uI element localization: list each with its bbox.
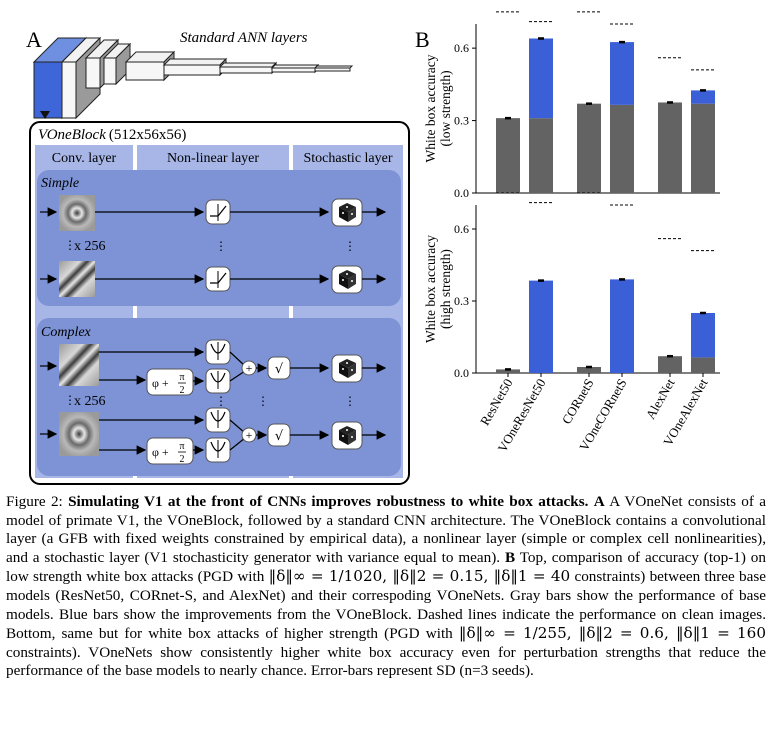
filter-count: x 256	[74, 394, 106, 409]
simple-pathway: ⋮ x 256 ⋮ ⋮	[40, 195, 387, 297]
bar-improvement	[610, 279, 634, 373]
caption-a-text: A VOneNet consists of a model of primate…	[6, 493, 767, 566]
y-tick-label: 0.0	[454, 186, 469, 200]
phase-shift-box	[146, 368, 194, 396]
caption-norms-high: ‖δ‖∞ = 1/255, ‖δ‖2 = 0.6, ‖δ‖1 = 160	[458, 624, 767, 643]
caption-a-marker: A	[593, 493, 605, 510]
svg-text:φ +: φ +	[152, 445, 169, 459]
bar-base	[496, 118, 520, 193]
panel-a-diagram: A Standard ANN layers VOneBlock	[26, 27, 410, 485]
caption-title: Simulating V1 at the front of CNNs impro…	[68, 493, 589, 510]
voneblock-title: VOneBlock (512x56x56)	[38, 127, 186, 143]
y-tick-label: 0.6	[454, 222, 469, 236]
bar-improvement	[529, 38, 553, 119]
panel-a-letter: A	[26, 27, 42, 52]
phase-shift-box	[146, 437, 194, 465]
caption-b-text3: constraints). VOneNets show consistently…	[6, 643, 766, 680]
caption-fig-label: Figure 2:	[6, 493, 63, 510]
simple-label: Simple	[41, 176, 79, 191]
caption-b-text1: Top, comparison of accuracy (top-1) on l…	[6, 548, 766, 586]
svg-text:√: √	[275, 429, 284, 444]
bar-improvement	[610, 42, 634, 105]
bar-improvement	[529, 280, 553, 373]
col-header-conv: Conv. layer	[52, 151, 117, 166]
y-tick-label: 0.3	[454, 114, 469, 128]
bar-improvement	[691, 313, 715, 358]
complex-pathway: φ + π 2 + √ ⋮ x 256 ⋮ ⋮ ⋮	[40, 339, 387, 465]
bar-base	[529, 118, 553, 193]
col-header-stochastic: Stochastic layer	[303, 151, 392, 166]
figure-caption: Figure 2: Simulating V1 at the front of …	[6, 493, 766, 681]
col-header-nonlinear: Non-linear layer	[167, 151, 259, 166]
caption-b-text2: constraints) between three base models (…	[6, 568, 767, 643]
svg-text:⋮: ⋮	[64, 393, 76, 407]
pointer-arrow	[40, 111, 50, 119]
svg-text:⋮: ⋮	[344, 394, 356, 408]
y-tick-label: 0.3	[454, 294, 469, 308]
svg-text:⋮: ⋮	[64, 238, 76, 252]
bar-base	[496, 369, 520, 373]
svg-text:⋮: ⋮	[344, 239, 356, 253]
y-tick-label: 0.0	[454, 366, 469, 380]
svg-text:⋮: ⋮	[215, 394, 227, 408]
ann-layers-label: Standard ANN layers	[180, 30, 308, 46]
svg-text:π: π	[179, 372, 184, 383]
x-tick-label: AlexNet	[643, 376, 678, 422]
simple-row	[37, 170, 401, 306]
ann-layer-stack	[32, 36, 354, 120]
complex-row	[37, 318, 401, 476]
svg-text:⋮: ⋮	[257, 394, 269, 408]
bar-base	[577, 103, 601, 193]
svg-text:+: +	[246, 361, 253, 375]
gabor-filter-icon	[59, 344, 99, 386]
gabor-filter-icon	[59, 261, 95, 297]
svg-text:√: √	[275, 362, 284, 377]
gabor-filter-icon	[59, 412, 99, 456]
y-axis-label: White box accuracy(low strength)	[423, 54, 453, 162]
caption-b-marker: B	[504, 548, 516, 566]
svg-text:⋮: ⋮	[215, 239, 227, 253]
bar-base	[658, 356, 682, 373]
y-tick-label: 0.6	[454, 41, 469, 55]
bar-base	[691, 357, 715, 373]
gabor-filter-icon	[59, 195, 95, 231]
svg-text:2: 2	[180, 454, 185, 465]
svg-text:π: π	[179, 441, 184, 452]
y-axis-label: White box accuracy(high strength)	[423, 235, 453, 343]
bar-base	[577, 367, 601, 373]
svg-text:2: 2	[180, 385, 185, 396]
filter-count: x 256	[74, 239, 106, 254]
panel-b-letter: B	[415, 27, 430, 52]
bar-base	[691, 103, 715, 193]
svg-text:+: +	[246, 428, 253, 442]
bar-improvement	[691, 90, 715, 104]
bar-base	[658, 102, 682, 193]
bar-base	[610, 104, 634, 193]
caption-norms-low: ‖δ‖∞ = 1/1020, ‖δ‖2 = 0.15, ‖δ‖1 = 40	[268, 567, 571, 586]
complex-label: Complex	[41, 325, 92, 340]
svg-text:φ +: φ +	[152, 376, 169, 390]
